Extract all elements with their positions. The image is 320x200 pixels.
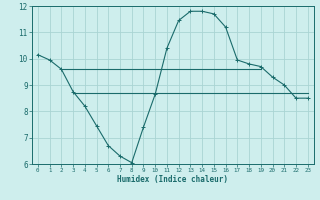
X-axis label: Humidex (Indice chaleur): Humidex (Indice chaleur) bbox=[117, 175, 228, 184]
